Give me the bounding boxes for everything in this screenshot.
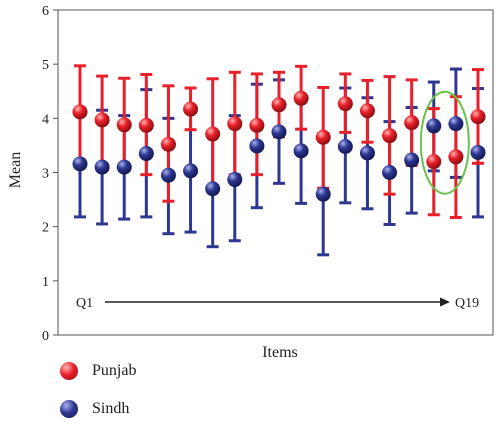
mean-point-sindh	[94, 159, 110, 175]
mean-point-sindh	[205, 181, 221, 197]
mean-point-sindh	[315, 186, 331, 202]
mean-point-punjab	[293, 90, 309, 106]
annotation-arrowhead	[440, 297, 450, 307]
mean-point-sindh	[271, 124, 287, 140]
mean-point-punjab	[404, 115, 420, 131]
mean-point-sindh	[160, 167, 176, 183]
legend-swatch-punjab	[60, 362, 78, 380]
mean-point-punjab	[382, 128, 398, 144]
y-tick-label: 4	[42, 112, 49, 127]
legend-label-sindh: Sindh	[92, 400, 130, 417]
y-tick-label: 2	[42, 221, 49, 236]
mean-point-punjab	[160, 136, 176, 152]
mean-point-punjab	[249, 117, 265, 133]
legend-label-punjab: Punjab	[92, 362, 137, 379]
mean-point-punjab	[337, 96, 353, 112]
legend-item-sindh: Sindh	[60, 398, 260, 420]
mean-point-punjab	[315, 129, 331, 145]
mean-point-punjab	[94, 112, 110, 128]
mean-point-sindh	[337, 139, 353, 154]
mean-point-punjab	[205, 126, 221, 142]
y-tick-label: 3	[42, 167, 49, 182]
mean-point-sindh	[227, 172, 243, 188]
mean-point-punjab	[426, 154, 442, 170]
mean-point-punjab	[448, 149, 464, 165]
y-axis-title: Mean	[7, 152, 24, 188]
mean-point-sindh	[72, 156, 88, 172]
legend: Punjab Sindh	[60, 360, 260, 436]
mean-point-sindh	[293, 143, 309, 159]
y-tick-label: 0	[42, 329, 49, 344]
mean-point-punjab	[359, 103, 375, 119]
mean-point-punjab	[227, 116, 243, 132]
mean-point-punjab	[138, 117, 154, 133]
mean-point-sindh	[404, 152, 420, 168]
mean-point-sindh	[470, 144, 486, 160]
annotation-q1: Q1	[76, 296, 93, 311]
mean-point-punjab	[271, 97, 287, 113]
mean-point-punjab	[72, 104, 88, 120]
mean-point-sindh	[249, 138, 265, 154]
mean-point-sindh	[448, 116, 464, 132]
legend-item-punjab: Punjab	[60, 360, 260, 382]
mean-point-sindh	[359, 145, 375, 161]
highlight-ellipse	[419, 90, 470, 195]
mean-point-punjab	[183, 101, 199, 117]
mean-point-sindh	[138, 146, 154, 162]
x-axis-title: Items	[262, 344, 298, 361]
legend-swatch-sindh	[60, 400, 78, 418]
y-tick-label: 6	[42, 4, 49, 19]
mean-point-sindh	[116, 159, 132, 175]
mean-point-sindh	[426, 118, 442, 134]
mean-point-sindh	[382, 165, 398, 180]
y-tick-label: 1	[42, 275, 49, 290]
annotation-q19: Q19	[455, 296, 479, 311]
mean-point-sindh	[183, 163, 199, 179]
mean-point-punjab	[470, 109, 486, 125]
y-tick-label: 5	[42, 58, 49, 73]
mean-point-punjab	[116, 117, 132, 133]
